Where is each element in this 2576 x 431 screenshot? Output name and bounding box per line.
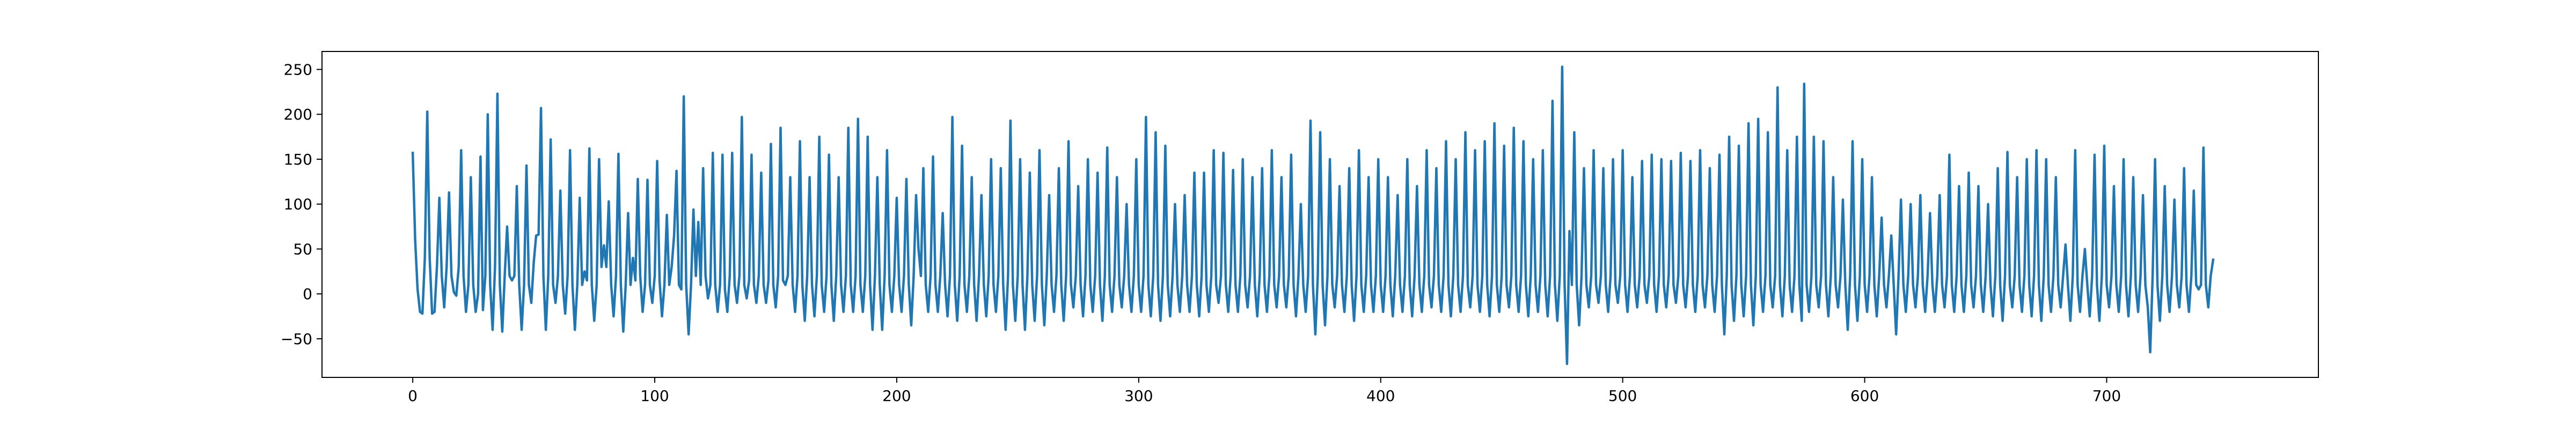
x-tick-label: 0 <box>408 387 418 405</box>
x-tick-label: 300 <box>1124 387 1153 405</box>
x-tick-label: 200 <box>882 387 911 405</box>
y-tick-label: 150 <box>284 151 312 168</box>
y-tick-label: 250 <box>284 61 312 78</box>
y-tick-label: 50 <box>293 240 312 258</box>
y-tick-label: 100 <box>284 196 312 213</box>
x-tick-label: 100 <box>640 387 669 405</box>
x-tick-label: 700 <box>2092 387 2121 405</box>
y-tick-label: −50 <box>281 330 312 348</box>
y-tick-label: 0 <box>303 285 312 303</box>
x-tick-label: 500 <box>1608 387 1637 405</box>
y-tick-label: 200 <box>284 106 312 123</box>
plot-area-frame <box>321 51 2319 378</box>
series-line-0 <box>411 65 2215 366</box>
x-tick-label: 600 <box>1850 387 1879 405</box>
x-tick-label: 400 <box>1366 387 1395 405</box>
